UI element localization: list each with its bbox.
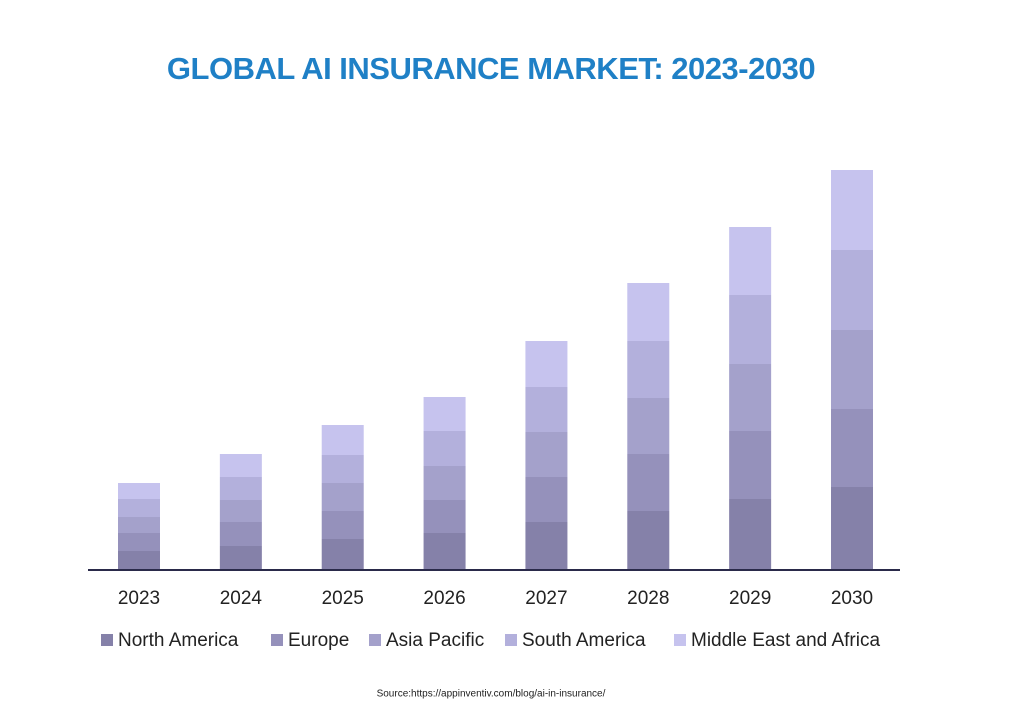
bar-segment (219, 522, 262, 546)
bar-segment (219, 477, 262, 500)
x-tick-label: 2026 (423, 588, 465, 609)
bar-segment (729, 431, 772, 499)
bar-segment (423, 533, 466, 569)
source-note: Source:https://appinventiv.com/blog/ai-i… (377, 689, 606, 700)
bar-segment (627, 454, 670, 511)
bar-segment (831, 487, 873, 569)
bar-segment (627, 511, 670, 569)
legend-label: Middle East and Africa (691, 630, 880, 651)
bar-segment (525, 341, 568, 387)
legend-label: South America (522, 630, 646, 651)
bar-segment (423, 500, 466, 533)
bar-segment (321, 511, 364, 539)
bar-segment (525, 522, 568, 569)
x-tick-label: 2029 (729, 588, 771, 609)
bar-segment (118, 551, 160, 569)
bar-segment (831, 409, 873, 487)
bar-segment (423, 397, 466, 431)
legend-label: Asia Pacific (386, 630, 484, 651)
bar-segment (831, 250, 873, 330)
x-tick-label: 2024 (220, 588, 263, 609)
bar-segment (321, 483, 364, 511)
bar-segment (118, 499, 160, 517)
bar-segment (627, 341, 670, 398)
legend-swatch (101, 634, 113, 646)
bar-segment (525, 477, 568, 522)
bar-segment (729, 295, 772, 364)
bar-segment (321, 455, 364, 483)
bar-segment (525, 387, 568, 432)
legend-label: North America (118, 630, 239, 651)
legend-swatch (674, 634, 686, 646)
bar-segment (219, 500, 262, 522)
bar-segment (118, 517, 160, 533)
bar-segment (118, 483, 160, 499)
bar-segment (321, 539, 364, 569)
bar-segment (627, 398, 670, 454)
x-tick-label: 2027 (525, 588, 567, 609)
bar-segment (729, 499, 772, 569)
bar-segment (118, 533, 160, 551)
bar-segment (219, 546, 262, 569)
bar-segment (423, 431, 466, 466)
bar-segment (627, 283, 670, 341)
bar-segment (321, 425, 364, 455)
bar-segment (729, 364, 772, 431)
legend-swatch (369, 634, 381, 646)
x-tick-label: 2023 (118, 588, 160, 609)
bar-segment (423, 466, 466, 500)
bar-segment (219, 454, 262, 477)
x-tick-label: 2025 (322, 588, 364, 609)
legend-swatch (505, 634, 517, 646)
legend-swatch (271, 634, 283, 646)
bar-segment (831, 170, 873, 250)
bar-segment (831, 330, 873, 409)
bar-segment (729, 227, 772, 295)
chart-title: GLOBAL AI INSURANCE MARKET: 2023-2030 (167, 51, 815, 86)
x-tick-label: 2030 (831, 588, 873, 609)
bar-segment (525, 432, 568, 477)
x-tick-label: 2028 (627, 588, 669, 609)
legend-label: Europe (288, 630, 349, 651)
